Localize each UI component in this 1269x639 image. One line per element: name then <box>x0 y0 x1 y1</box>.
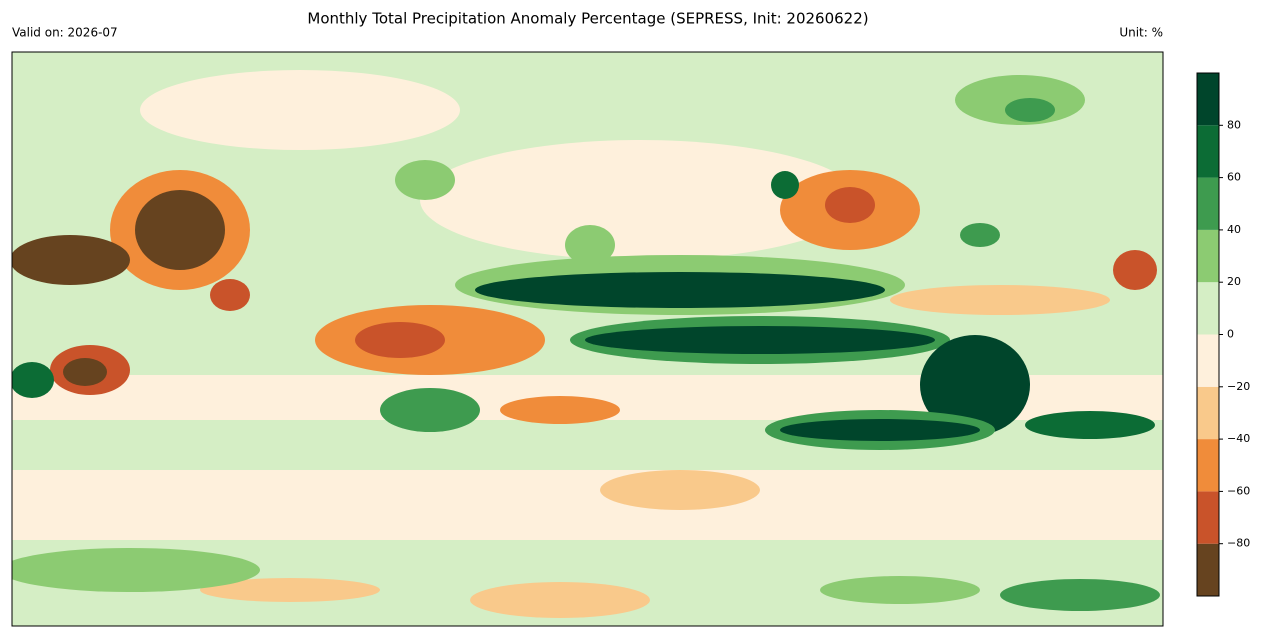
anomaly-region <box>395 160 455 200</box>
valid-on: Valid on: 2026-07 <box>12 26 118 40</box>
anomaly-region <box>820 576 980 604</box>
anomaly-region <box>890 285 1110 315</box>
unit: Unit: % <box>1119 26 1163 40</box>
map <box>12 52 1163 626</box>
colorbar-tick-label: 80 <box>1227 118 1241 131</box>
colorbar-bin <box>1197 334 1219 387</box>
colorbar-bin <box>1197 491 1219 544</box>
colorbar-tick-label: 0 <box>1227 328 1234 341</box>
colorbar-tick-label: −40 <box>1227 432 1250 445</box>
colorbar-bin <box>1197 73 1219 126</box>
colorbar-tick-label: −60 <box>1227 484 1250 497</box>
anomaly-region <box>135 190 225 270</box>
anomaly-region <box>1025 411 1155 439</box>
colorbar-tick-label: −20 <box>1227 380 1250 393</box>
anomaly-region <box>825 187 875 223</box>
colorbar: −80 −60 −40 −20 0 20 40 60 80 <box>1196 72 1250 597</box>
anomaly-region <box>585 326 935 354</box>
title: Monthly Total Precipitation Anomaly Perc… <box>307 10 868 28</box>
anomaly-region <box>12 235 130 285</box>
anomaly-region <box>200 578 380 602</box>
colorbar-bin <box>1197 282 1219 335</box>
anomaly-region <box>920 335 1030 435</box>
anomaly-region <box>771 171 799 199</box>
colorbar-bin <box>1197 386 1219 440</box>
anomaly-region <box>780 419 980 441</box>
colorbar-bin <box>1197 125 1219 178</box>
anomaly-region <box>355 322 445 358</box>
anomaly-region <box>600 470 760 510</box>
anomaly-region <box>12 470 1163 540</box>
colorbar-bin <box>1197 439 1219 492</box>
anomaly-region <box>470 582 650 618</box>
anomaly-region <box>475 272 885 308</box>
anomaly-region <box>1005 98 1055 122</box>
anomaly-region <box>420 140 860 260</box>
map-frame <box>11 51 1164 627</box>
anomaly-region <box>565 225 615 265</box>
anomaly-region <box>1113 250 1157 290</box>
colorbar-tick-label: −80 <box>1227 537 1250 550</box>
colorbar-bin <box>1197 543 1219 596</box>
anomaly-region <box>1000 579 1160 611</box>
anomaly-region <box>12 548 260 592</box>
colorbar-tick-label: 60 <box>1227 171 1241 184</box>
anomaly-region <box>500 396 620 424</box>
anomaly-region <box>12 362 54 398</box>
colorbar-bin <box>1197 177 1219 230</box>
colorbar-tick-label: 40 <box>1227 223 1241 236</box>
colorbar-bin <box>1197 229 1219 283</box>
anomaly-region <box>210 279 250 311</box>
anomaly-region <box>960 223 1000 247</box>
anomaly-region <box>380 388 480 432</box>
colorbar-tick-label: 20 <box>1227 275 1241 288</box>
anomaly-region <box>140 70 460 150</box>
anomaly-region <box>63 358 107 386</box>
